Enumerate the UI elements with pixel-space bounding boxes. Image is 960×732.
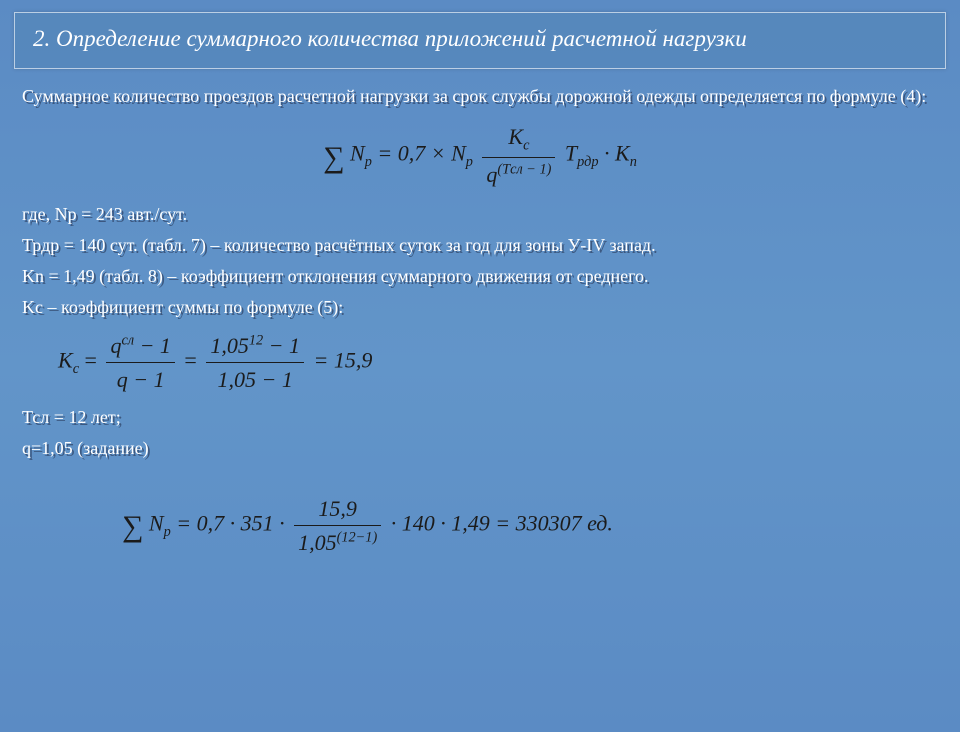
final-den-base: 1,05 xyxy=(298,530,337,555)
kc-num1: q xyxy=(110,333,121,358)
intro-paragraph: Суммарное количество проездов расчетной … xyxy=(22,83,938,110)
formula-kc: Kc = qсл − 1 q − 1 = 1,0512 − 1 1,05 − 1… xyxy=(58,329,938,396)
q-den: q xyxy=(486,162,497,187)
formula-final: ∑ Nр = 0,7 · 351 · 15,9 1,05(12−1) · 140… xyxy=(122,492,938,559)
sub-p: p xyxy=(365,154,372,170)
kc-result: = 15,9 xyxy=(314,347,373,372)
kc-frac1: qсл − 1 q − 1 xyxy=(106,329,174,396)
final-num: 15,9 xyxy=(294,492,381,526)
line-kc: Kс – коэффициент суммы по формуле (5): xyxy=(22,294,938,321)
line-kn-text: Kn = 1,49 (табл. 8) – коэффициент отклон… xyxy=(22,266,649,286)
intro-text: Суммарное количество проездов расчетной … xyxy=(22,86,926,106)
sub-p2: p xyxy=(466,154,473,170)
dot-kn: · K xyxy=(604,141,630,166)
kc-num2: 1,05 xyxy=(210,333,249,358)
final-tail: · 140 · 1,49 = 330307 ед. xyxy=(391,510,613,535)
kc-sub: c xyxy=(523,137,529,153)
sigma-symbol: ∑ xyxy=(323,135,344,180)
formula-main: ∑ Np = 0,7 × Np Kc q(Tсл − 1) Tрдр · Kn xyxy=(22,120,938,191)
kc-lhs: K xyxy=(58,347,73,372)
kc-frac2: 1,0512 − 1 1,05 − 1 xyxy=(206,329,304,396)
kc-num1-exp: сл xyxy=(121,333,134,349)
where-text: где, Nр = 243 авт./сут. xyxy=(22,204,187,224)
sub-n: n xyxy=(630,154,637,170)
line-kn: Kn = 1,49 (табл. 8) – коэффициент отклон… xyxy=(22,263,938,290)
final-eq: = 0,7 · 351 · xyxy=(176,510,290,535)
sub-rdp: рдр xyxy=(577,154,598,170)
line-q-text: q=1,05 (задание) xyxy=(22,438,149,458)
where-line: где, Nр = 243 авт./сут. xyxy=(22,201,938,228)
line-t: Трдр = 140 сут. (табл. 7) – количество р… xyxy=(22,232,938,259)
final-N: N xyxy=(149,510,164,535)
kc-num1-minus: − 1 xyxy=(134,333,171,358)
slide-content: Суммарное количество проездов расчетной … xyxy=(0,69,960,559)
var-T: T xyxy=(565,141,577,166)
line-t-text: Трдр = 140 сут. (табл. 7) – количество р… xyxy=(22,235,656,255)
final-frac: 15,9 1,05(12−1) xyxy=(294,492,381,559)
q-exp: (Tсл − 1) xyxy=(497,162,551,178)
line-tsl-text: Тсл = 12 лет; xyxy=(22,407,121,427)
kc-num2-exp: 12 xyxy=(249,333,263,349)
eq-part: = 0,7 × N xyxy=(377,141,465,166)
kc-den1: q − 1 xyxy=(106,363,174,396)
slide-title: 2. Определение суммарного количества при… xyxy=(33,26,747,51)
slide-title-box: 2. Определение суммарного количества при… xyxy=(14,12,946,69)
line-kc-text: Kс – коэффициент суммы по формуле (5): xyxy=(22,297,343,317)
line-tsl: Тсл = 12 лет; xyxy=(22,404,938,431)
line-q: q=1,05 (задание) xyxy=(22,435,938,462)
kc-den2: 1,05 − 1 xyxy=(206,363,304,396)
fraction-kc-q: Kc q(Tсл − 1) xyxy=(482,120,555,191)
kc-lhs-sub: c xyxy=(73,361,79,377)
var-N: N xyxy=(350,141,365,166)
final-den-exp: (12−1) xyxy=(337,530,378,546)
kc-num: K xyxy=(508,124,523,149)
sigma-final: ∑ xyxy=(122,504,143,549)
kc-num2-minus: − 1 xyxy=(263,333,300,358)
final-sub-p: р xyxy=(164,524,171,540)
